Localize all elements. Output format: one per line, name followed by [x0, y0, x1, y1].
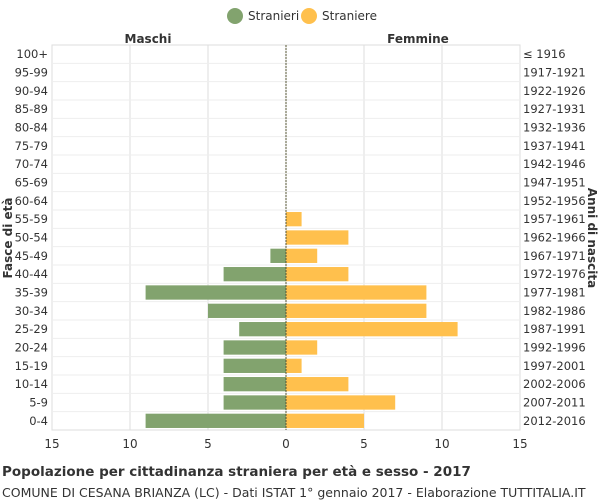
x-tick-label: 15 — [44, 437, 59, 451]
y-axis-title-left: Fasce di età — [1, 197, 15, 278]
age-band-label: 55-59 — [15, 212, 48, 226]
birth-year-label: 1952-1956 — [523, 194, 586, 208]
age-band-label: 15-19 — [15, 359, 48, 373]
axes: 15 10 5 0 5 10 15 100+ ≤ 1916 95-99 1917-1921 90-94… — [1, 32, 599, 451]
birth-year-label: ≤ 1916 — [523, 47, 566, 61]
bar-female — [286, 212, 302, 227]
age-band-label: 5-9 — [29, 396, 48, 410]
birth-year-label: 1947-1951 — [523, 176, 586, 190]
age-band-label: 40-44 — [15, 267, 48, 281]
x-tick-label: 0 — [282, 437, 290, 451]
birth-year-label: 1917-1921 — [523, 66, 586, 80]
bar-male — [223, 395, 286, 410]
bar-male — [223, 267, 286, 282]
age-band-label: 35-39 — [15, 286, 48, 300]
bar-male — [239, 322, 286, 337]
bar-female — [286, 358, 302, 373]
bar-female — [286, 267, 349, 282]
legend-label-stranieri: Stranieri — [248, 9, 299, 23]
bar-male — [223, 358, 286, 373]
legend: Stranieri Straniere — [227, 8, 377, 24]
bar-female — [286, 285, 427, 300]
age-band-label: 95-99 — [15, 66, 48, 80]
birth-year-label: 1997-2001 — [523, 359, 586, 373]
birth-year-label: 2012-2016 — [523, 414, 586, 428]
bar-male — [145, 413, 286, 428]
bar-female — [286, 322, 458, 337]
birth-year-label: 1987-1991 — [523, 322, 586, 336]
bar-male — [270, 248, 286, 263]
birth-year-label: 1967-1971 — [523, 249, 586, 263]
bar-male — [223, 377, 286, 392]
males-header: Maschi — [125, 32, 172, 46]
birth-year-label: 1942-1946 — [523, 157, 586, 171]
age-band-label: 60-64 — [15, 194, 48, 208]
x-tick-label: 10 — [122, 437, 137, 451]
age-band-label: 80-84 — [15, 121, 48, 135]
bar-female — [286, 230, 349, 245]
population-pyramid-chart: 15 10 5 0 5 10 15 100+ ≤ 1916 95-99 1917-1921 90-94… — [1, 8, 599, 451]
bar-female — [286, 340, 318, 355]
birth-year-label: 1992-1996 — [523, 341, 586, 355]
x-tick-label: 5 — [204, 437, 212, 451]
x-tick-label: 15 — [512, 437, 527, 451]
legend-swatch-straniere — [301, 8, 317, 24]
birth-year-label: 1957-1961 — [523, 212, 586, 226]
birth-year-label: 2002-2006 — [523, 377, 586, 391]
age-band-label: 20-24 — [15, 341, 48, 355]
birth-year-label: 1982-1986 — [523, 304, 586, 318]
age-band-label: 100+ — [16, 47, 48, 61]
bar-female — [286, 395, 396, 410]
x-tick-label: 5 — [360, 437, 368, 451]
bar-female — [286, 413, 364, 428]
y-axis-title-right: Anni di nascita — [585, 188, 599, 288]
age-band-label: 45-49 — [15, 249, 48, 263]
birth-year-label: 1932-1936 — [523, 121, 586, 135]
age-band-label: 85-89 — [15, 102, 48, 116]
age-band-label: 50-54 — [15, 231, 48, 245]
x-tick-label: 10 — [434, 437, 449, 451]
birth-year-label: 1927-1931 — [523, 102, 586, 116]
birth-year-label: 1937-1941 — [523, 139, 586, 153]
bar-female — [286, 248, 318, 263]
chart-title: Popolazione per cittadinanza straniera p… — [2, 464, 471, 480]
bar-male — [208, 303, 286, 318]
bar-female — [286, 303, 427, 318]
legend-label-straniere: Straniere — [322, 9, 377, 23]
birth-year-label: 2007-2011 — [523, 396, 586, 410]
birth-year-label: 1962-1966 — [523, 231, 586, 245]
age-band-label: 10-14 — [15, 377, 48, 391]
bar-male — [223, 340, 286, 355]
females-header: Femmine — [387, 32, 449, 46]
birth-year-label: 1972-1976 — [523, 267, 586, 281]
bars — [145, 212, 458, 428]
age-band-label: 25-29 — [15, 322, 48, 336]
birth-year-label: 1977-1981 — [523, 286, 586, 300]
age-band-label: 65-69 — [15, 176, 48, 190]
age-band-label: 70-74 — [15, 157, 48, 171]
age-band-label: 75-79 — [15, 139, 48, 153]
age-band-label: 90-94 — [15, 84, 48, 98]
bar-male — [145, 285, 286, 300]
legend-swatch-stranieri — [227, 8, 243, 24]
age-band-label: 0-4 — [29, 414, 48, 428]
bar-female — [286, 377, 349, 392]
birth-year-label: 1922-1926 — [523, 84, 586, 98]
chart-subtitle: COMUNE DI CESANA BRIANZA (LC) - Dati IST… — [2, 485, 586, 500]
age-band-label: 30-34 — [15, 304, 48, 318]
